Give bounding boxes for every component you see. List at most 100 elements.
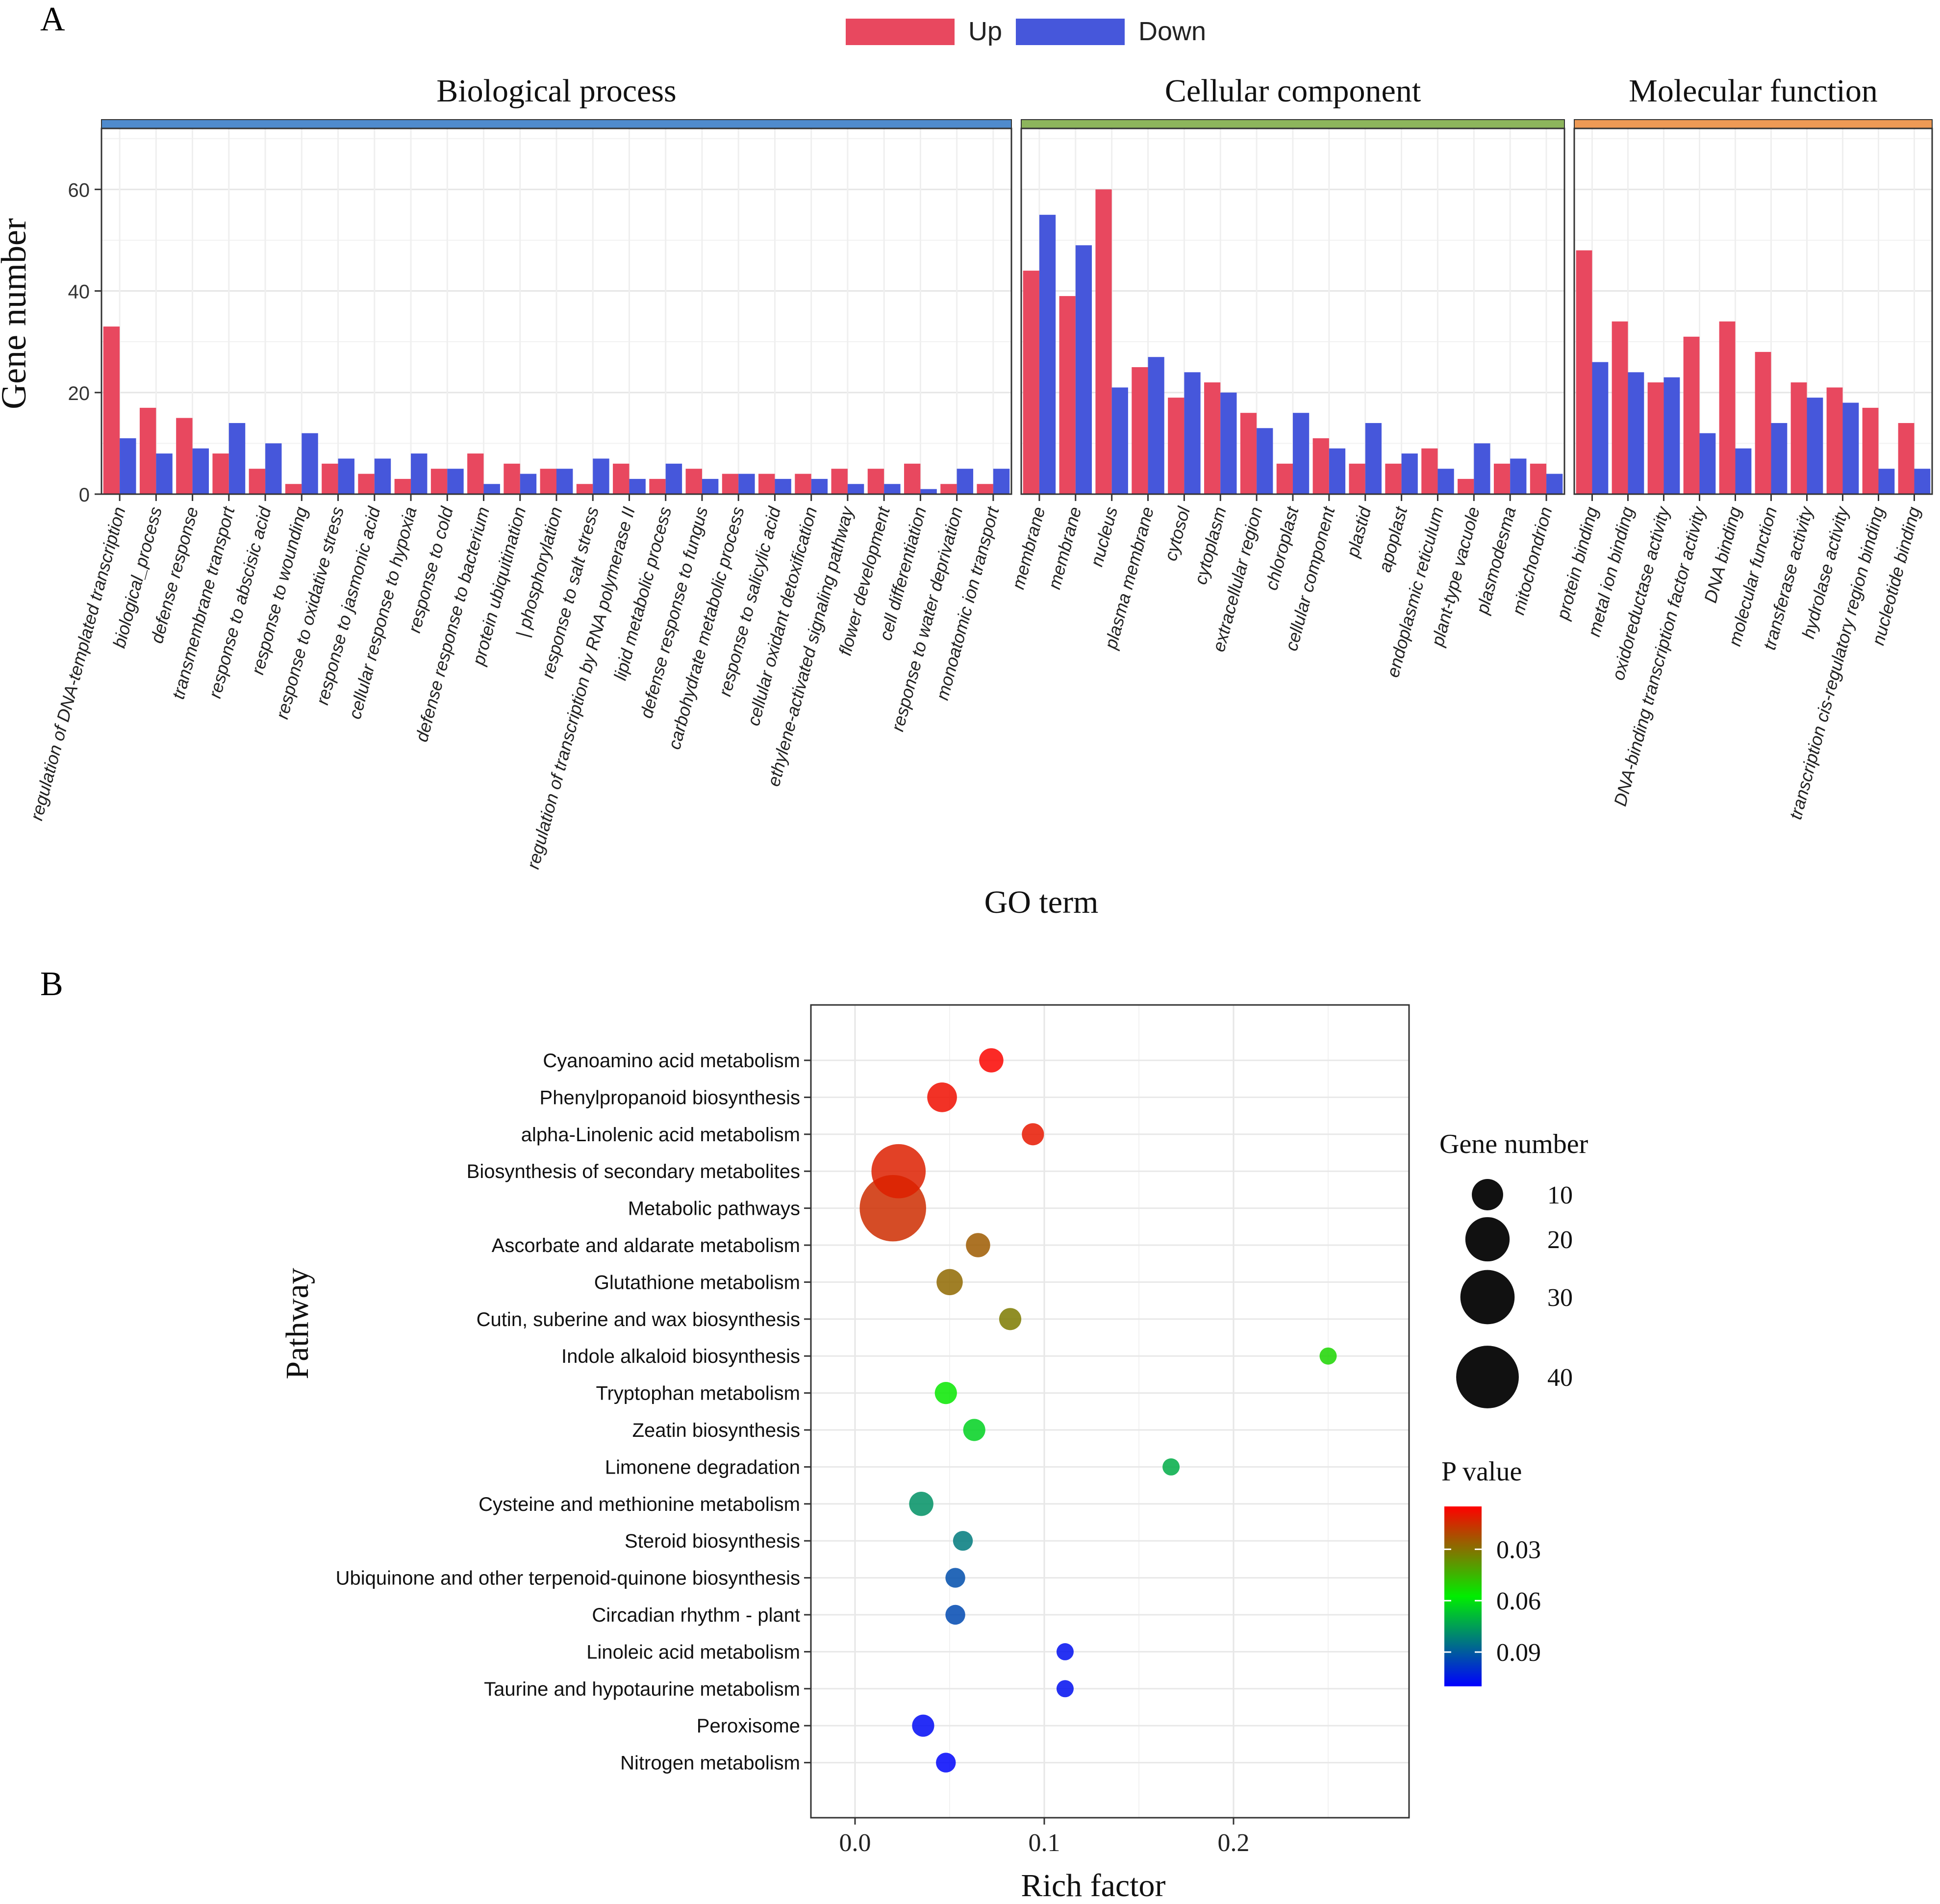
bar-down [1039,215,1056,494]
pathway-label: Biosynthesis of secondary metabolites [467,1161,800,1182]
facet-title: Cellular component [1165,73,1421,109]
size-legend-dot [1472,1179,1503,1210]
bar-down [738,474,755,494]
y-tick-label: 60 [68,179,90,201]
bar-up [576,484,593,494]
bar-up [904,463,921,494]
bar-up [1385,463,1402,494]
bar-down [1546,474,1563,494]
bar-up [249,469,266,494]
bar-up [467,453,484,494]
y-axis-title: Gene number [0,218,33,409]
bar-down [993,469,1010,494]
bar-up [649,478,666,494]
plot-border [810,1004,1410,1819]
bar-up [1898,423,1915,494]
size-legend-title: Gene number [1439,1129,1588,1159]
bar-down [1914,469,1931,494]
bar-up [1530,463,1547,494]
panel-label-a: A [40,0,65,38]
bar-down [1592,362,1609,494]
legend-swatch-down [1016,19,1125,45]
bar-up [1276,463,1293,494]
point-tryptophan-metabolism [934,1382,957,1404]
bar-down [1257,428,1273,494]
x-tick-label: membrane [1044,504,1085,591]
y-axis-title: Pathway [279,1268,315,1379]
x-tick-label: apoplast [1374,504,1411,575]
point-zeatin-biosynthesis [963,1419,985,1441]
size-legend-label: 10 [1547,1181,1573,1209]
bar-down [1293,413,1310,494]
x-tick-label: cytosol [1160,504,1194,563]
bar-down [1401,453,1418,494]
legend-swatch-up [846,19,955,45]
pathway-label: Metabolic pathways [628,1198,800,1220]
point-phenylpropanoid-biosynthesis [927,1082,957,1112]
kegg-bubble-chart: Cyanoamino acid metabolism Phenylpropanoi… [279,1004,1588,1904]
point-circadian-rhythm-plant [945,1604,965,1625]
point-cyanoamino-acid-metabolism [979,1048,1004,1073]
pathway-label: alpha-Linolenic acid metabolism [521,1124,800,1146]
bar-down [847,484,864,494]
point-limonene-degradation [1162,1458,1180,1476]
bar-down [1842,402,1859,494]
size-legend-label: 40 [1547,1364,1573,1392]
bar-down [957,469,974,494]
bar-up [1826,387,1843,494]
x-axis-title: GO term [984,884,1099,920]
point-ascorbate-and-aldarate-metabolism [966,1233,990,1257]
size-legend-label: 20 [1547,1226,1573,1254]
bar-down [156,453,173,494]
x-tick-label: chloroplast [1261,504,1303,593]
plot-border [1573,127,1933,495]
pathway-label: Indole alkaloid biosynthesis [561,1346,800,1367]
bar-down [483,484,500,494]
bar-up [212,453,229,494]
size-legend-label: 30 [1547,1284,1573,1312]
bar-down [1510,458,1527,494]
x-tick-label: 0.0 [839,1829,871,1857]
bar-down [1771,423,1788,494]
bar-up [1719,321,1736,494]
bar-up [1168,398,1184,494]
y-tick-label: 20 [68,383,90,404]
bar-up [1493,463,1511,494]
color-bar-label: 0.03 [1496,1536,1541,1564]
plot-area [811,1005,1409,1818]
bar-up [1755,351,1771,494]
pathway-label: Limonene degradation [605,1456,800,1478]
y-tick-label: 0 [79,484,90,506]
point-glutathione-metabolism [936,1269,963,1296]
bar-up [322,463,338,494]
bar-down [1437,469,1454,494]
point-linoleic-acid-metabolism [1056,1643,1074,1660]
bar-up [685,469,702,494]
bar-up [1683,336,1700,494]
pathway-label: Cysteine and methionine metabolism [479,1494,800,1515]
bar-up [1095,189,1112,494]
bar-down [265,443,282,494]
bar-up [1421,448,1438,494]
bar-down [1148,357,1164,494]
bar-down [1807,398,1823,494]
bar-down [920,489,937,494]
pathway-label: Circadian rhythm - plant [592,1604,800,1626]
legend-label-down: Down [1138,17,1206,46]
bar-down [374,458,391,494]
bar-up [831,469,848,494]
bar-down [1075,245,1092,494]
pathway-label: Ubiquinone and other terpenoid-quinone b… [336,1568,800,1589]
color-bar [1444,1506,1482,1686]
bar-down [593,458,609,494]
x-axis-title: Rich factor [1021,1868,1165,1904]
bar-up [540,469,556,494]
point-nitrogen-metabolism [936,1753,956,1773]
bar-up [285,484,302,494]
pathway-label: Linoleic acid metabolism [586,1641,800,1663]
bar-down [228,423,246,494]
point-cutin-suberine-and-wax-biosynthesis [999,1308,1022,1330]
bar-up [176,418,193,494]
bar-up [795,474,811,494]
facet-title: Molecular function [1629,73,1878,109]
